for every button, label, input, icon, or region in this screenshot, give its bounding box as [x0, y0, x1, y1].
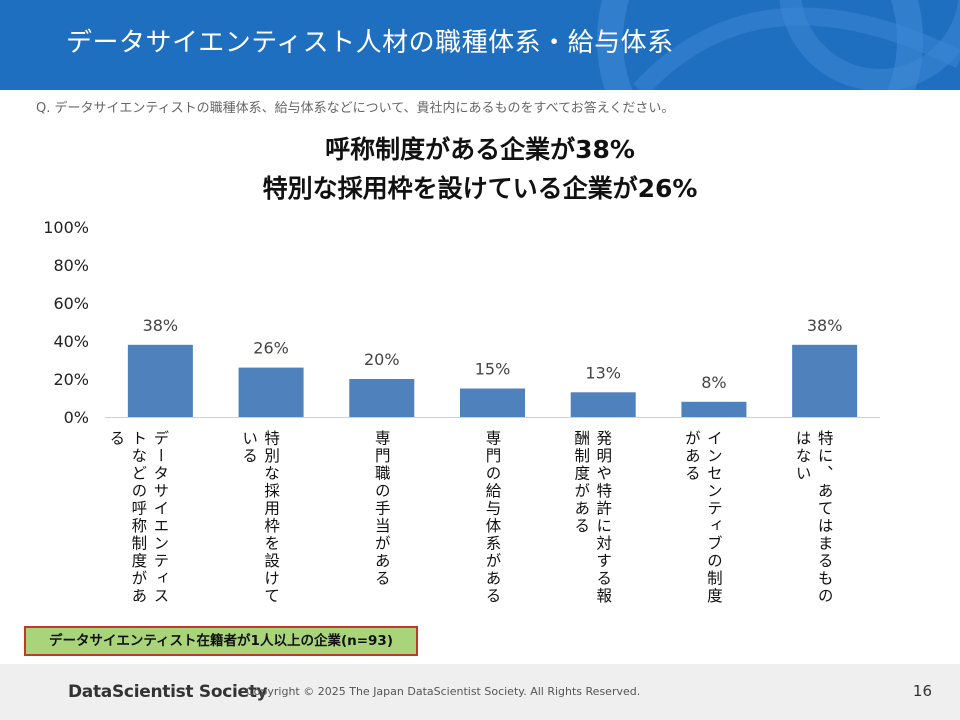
- y-tick-label: 100%: [43, 218, 89, 237]
- survey-question: Q. データサイエンティストの職種体系、給与体系などについて、貴社内にあるものを…: [36, 101, 675, 116]
- y-tick-label: 20%: [53, 370, 89, 389]
- bar: [460, 388, 525, 417]
- bar-chart: 0% 20% 40% 60% 80% 100% 38% 26% 20% 15% 13% 8% 38%: [43, 218, 880, 425]
- category-label: データサイエンティス トなどの呼称制度があ る: [107, 430, 170, 605]
- data-label: 15%: [475, 360, 511, 379]
- y-tick-label: 0%: [64, 408, 89, 425]
- y-tick-label: 40%: [53, 332, 89, 351]
- y-tick-label: 80%: [53, 256, 89, 275]
- data-label: 20%: [364, 350, 400, 369]
- header-decoration: [597, 0, 960, 90]
- category-label: 発明や特許に対する報 酬制度がある: [572, 430, 613, 605]
- slide-header: データサイエンティスト人材の職種体系・給与体系: [0, 0, 960, 90]
- headline-line-2: 特別な採用枠を設けている企業が26%: [262, 174, 698, 203]
- data-label: 38%: [143, 316, 179, 335]
- bar: [570, 392, 636, 417]
- category-label: 特別な採用枠を設けて いる: [240, 430, 281, 605]
- copyright-text: Copyright © 2025 The Japan DataScientist…: [246, 685, 641, 698]
- data-label: 8%: [701, 373, 726, 392]
- bar: [238, 367, 304, 417]
- sample-note: データサイエンティスト在籍者が1人以上の企業(n=93): [24, 626, 418, 656]
- data-label: 38%: [807, 316, 843, 335]
- brand-logo: DataScientist Society: [68, 682, 268, 702]
- bar: [681, 401, 747, 417]
- bar: [792, 344, 858, 417]
- category-label: 専門の給与体系がある: [483, 430, 502, 605]
- bar: [127, 344, 193, 417]
- page-number: 16: [912, 682, 932, 700]
- category-label: 特に、あてはまるもの はない: [793, 430, 834, 605]
- slide-title: データサイエンティスト人材の職種体系・給与体系: [66, 28, 674, 58]
- bar: [349, 379, 415, 417]
- category-label: インセンティブの制度 がある: [682, 430, 723, 605]
- data-label: 26%: [253, 339, 289, 358]
- category-label: 専門職の手当がある: [372, 430, 391, 588]
- y-tick-label: 60%: [53, 294, 89, 313]
- data-label: 13%: [585, 363, 621, 382]
- headline-line-1: 呼称制度がある企業が38%: [325, 135, 635, 164]
- slide-footer: DataScientist Society Copyright © 2025 T…: [0, 664, 960, 720]
